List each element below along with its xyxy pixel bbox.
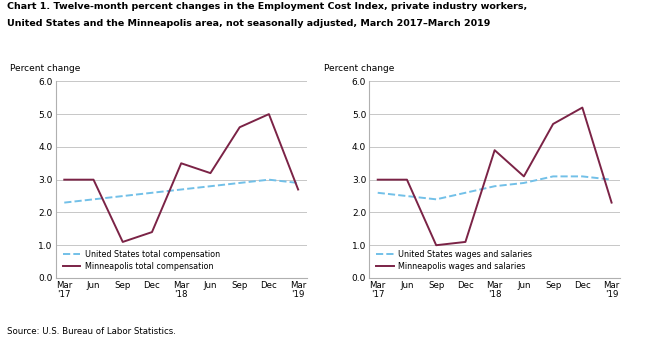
Text: Percent change: Percent change bbox=[10, 64, 80, 74]
Text: Chart 1. Twelve-month percent changes in the Employment Cost Index, private indu: Chart 1. Twelve-month percent changes in… bbox=[7, 2, 527, 11]
Legend: United States total compensation, Minneapolis total compensation: United States total compensation, Minnea… bbox=[59, 246, 223, 274]
Text: Source: U.S. Bureau of Labor Statistics.: Source: U.S. Bureau of Labor Statistics. bbox=[7, 326, 176, 336]
Legend: United States wages and salaries, Minneapolis wages and salaries: United States wages and salaries, Minnea… bbox=[373, 246, 535, 274]
Text: United States and the Minneapolis area, not seasonally adjusted, March 2017–Marc: United States and the Minneapolis area, … bbox=[7, 19, 490, 28]
Text: Percent change: Percent change bbox=[324, 64, 394, 74]
